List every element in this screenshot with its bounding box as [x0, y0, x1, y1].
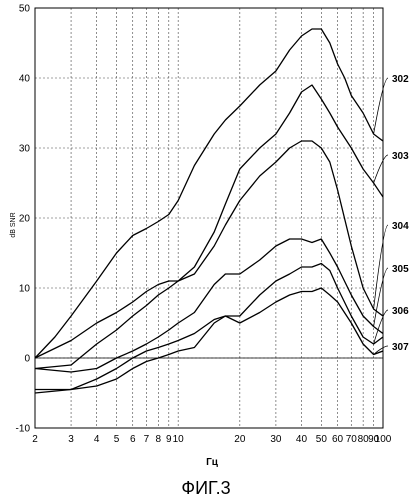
- x-tick-label: 30: [270, 434, 282, 445]
- x-tick-label: 9: [166, 434, 172, 445]
- series-line-302: [35, 29, 383, 358]
- x-tick-label: 6: [130, 434, 136, 445]
- series-label-306: 306: [392, 306, 409, 317]
- y-tick-label: 20: [19, 214, 31, 225]
- x-tick-label: 8: [156, 434, 162, 445]
- y-tick-labels: 50 40 30 20 10 0 -10: [16, 4, 31, 435]
- x-tick-label: 3: [68, 434, 74, 445]
- series-line-303: [35, 85, 383, 358]
- series-label-302: 302: [392, 74, 409, 85]
- leader-line-304: [374, 225, 388, 309]
- x-tick-label: 100: [375, 434, 392, 445]
- series-label-307: 307: [392, 342, 409, 353]
- x-tick-label: 10: [173, 434, 185, 445]
- series-lines: [35, 29, 383, 393]
- x-tick-label: 50: [316, 434, 328, 445]
- y-axis-label: dB SNR: [10, 212, 17, 237]
- leader-line-303: [374, 155, 388, 183]
- figure-caption: ФИГ.3: [181, 478, 230, 498]
- series-label-303: 303: [392, 151, 409, 162]
- y-tick-label: 0: [24, 354, 30, 365]
- x-tick-label: 7: [144, 434, 150, 445]
- x-tick-label: 20: [234, 434, 246, 445]
- x-tick-label: 70: [346, 434, 358, 445]
- series-labels: 302 303 304 305 306 307: [392, 74, 409, 353]
- x-axis-label: Гц: [206, 457, 219, 468]
- x-tick-label: 2: [32, 434, 38, 445]
- leader-line-305: [374, 268, 388, 327]
- x-tick-label: 5: [114, 434, 120, 445]
- y-tick-label: -10: [16, 424, 31, 435]
- series-label-304: 304: [392, 221, 409, 232]
- series-line-307: [35, 288, 383, 393]
- y-tick-label: 30: [19, 144, 31, 155]
- leader-line-302: [374, 78, 388, 134]
- y-tick-label: 10: [19, 284, 31, 295]
- x-tick-label: 60: [332, 434, 344, 445]
- x-tick-label: 4: [94, 434, 100, 445]
- grid-lines: [35, 8, 383, 428]
- y-tick-label: 40: [19, 74, 31, 85]
- x-tick-label: 40: [296, 434, 308, 445]
- series-label-305: 305: [392, 264, 409, 275]
- y-tick-label: 50: [19, 4, 31, 15]
- series-label-leaders: [374, 78, 388, 355]
- series-line-306: [35, 264, 383, 390]
- x-tick-labels: 23456789102030405060708090100: [32, 434, 392, 445]
